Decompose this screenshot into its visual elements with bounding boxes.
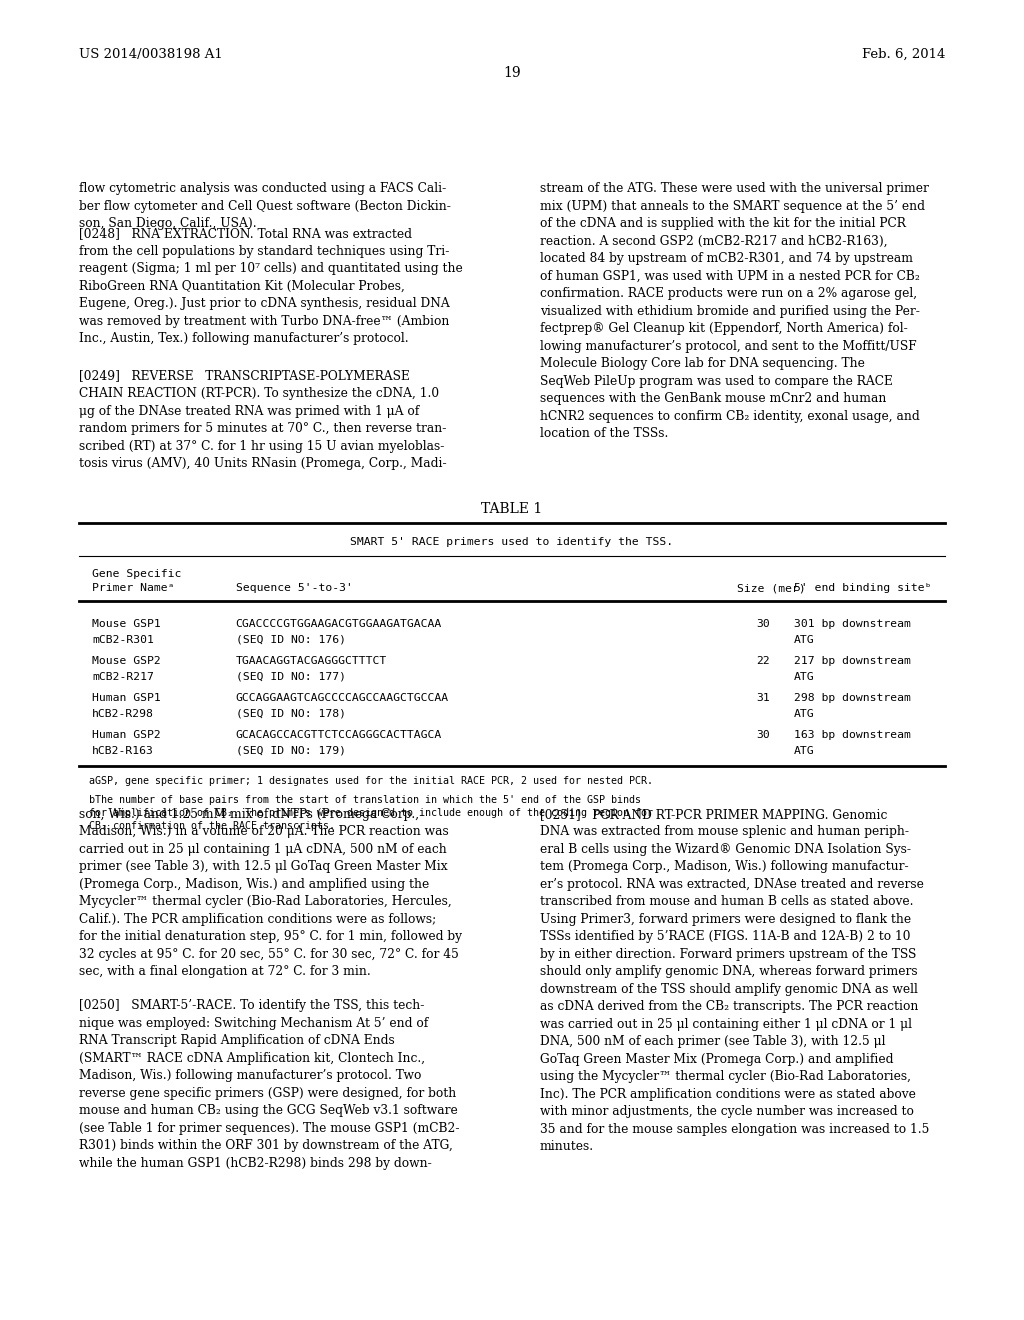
Text: mCB2-R217: mCB2-R217 [92, 672, 154, 682]
Text: 217 bp downstream: 217 bp downstream [794, 656, 910, 667]
Text: Primer Nameᵃ: Primer Nameᵃ [92, 583, 175, 594]
Text: 31: 31 [756, 693, 770, 704]
Text: Size (mer): Size (mer) [737, 583, 806, 594]
Text: bThe number of base pairs from the start of translation in which the 5' end of t: bThe number of base pairs from the start… [89, 795, 653, 832]
Text: GCCAGGAAGTCAGCCCCAGCCAAGCTGCCAA: GCCAGGAAGTCAGCCCCAGCCAAGCTGCCAA [236, 693, 449, 704]
Text: TGAACAGGTACGAGGGCTTTCT: TGAACAGGTACGAGGGCTTTCT [236, 656, 387, 667]
Text: 22: 22 [756, 656, 770, 667]
Text: Human GSP2: Human GSP2 [92, 730, 161, 741]
Text: 163 bp downstream: 163 bp downstream [794, 730, 910, 741]
Text: son, Wis.) and 1.25 mM mix of dNTPs (Promega Corp.,
Madison, Wis.) in a volume o: son, Wis.) and 1.25 mM mix of dNTPs (Pro… [79, 808, 462, 978]
Text: hCB2-R163: hCB2-R163 [92, 746, 154, 756]
Text: Mouse GSP2: Mouse GSP2 [92, 656, 161, 667]
Text: Feb. 6, 2014: Feb. 6, 2014 [862, 48, 945, 61]
Text: 5' end binding siteᵇ: 5' end binding siteᵇ [794, 583, 931, 594]
Text: ATG: ATG [794, 672, 814, 682]
Text: hCB2-R298: hCB2-R298 [92, 709, 154, 719]
Text: Human GSP1: Human GSP1 [92, 693, 161, 704]
Text: Mouse GSP1: Mouse GSP1 [92, 619, 161, 630]
Text: stream of the ATG. These were used with the universal primer
mix (UPM) that anne: stream of the ATG. These were used with … [540, 182, 929, 440]
Text: GCACAGCCACGTTCTCCAGGGCACTTAGCA: GCACAGCCACGTTCTCCAGGGCACTTAGCA [236, 730, 441, 741]
Text: (SEQ ID NO: 178): (SEQ ID NO: 178) [236, 709, 345, 719]
Text: (SEQ ID NO: 176): (SEQ ID NO: 176) [236, 635, 345, 645]
Text: [0250]   SMART-5’-RACE. To identify the TSS, this tech-
nique was employed: Swit: [0250] SMART-5’-RACE. To identify the TS… [79, 999, 460, 1170]
Text: 19: 19 [503, 66, 521, 81]
Text: ATG: ATG [794, 709, 814, 719]
Text: TABLE 1: TABLE 1 [481, 502, 543, 516]
Text: 30: 30 [756, 619, 770, 630]
Text: Sequence 5'-to-3': Sequence 5'-to-3' [236, 583, 352, 594]
Text: US 2014/0038198 A1: US 2014/0038198 A1 [79, 48, 222, 61]
Text: (SEQ ID NO: 177): (SEQ ID NO: 177) [236, 672, 345, 682]
Text: CGACCCCGTGGAAGACGTGGAAGATGACAA: CGACCCCGTGGAAGACGTGGAAGATGACAA [236, 619, 441, 630]
Text: ATG: ATG [794, 635, 814, 645]
Text: 298 bp downstream: 298 bp downstream [794, 693, 910, 704]
Text: [0251]   PCR AND RT-PCR PRIMER MAPPING. Genomic
DNA was extracted from mouse spl: [0251] PCR AND RT-PCR PRIMER MAPPING. Ge… [540, 808, 929, 1154]
Text: [0248]   RNA EXTRACTION. Total RNA was extracted
from the cell populations by st: [0248] RNA EXTRACTION. Total RNA was ext… [79, 227, 463, 345]
Text: 30: 30 [756, 730, 770, 741]
Text: 301 bp downstream: 301 bp downstream [794, 619, 910, 630]
Text: (SEQ ID NO: 179): (SEQ ID NO: 179) [236, 746, 345, 756]
Text: aGSP, gene specific primer; 1 designates used for the initial RACE PCR, 2 used f: aGSP, gene specific primer; 1 designates… [89, 776, 653, 787]
Text: flow cytometric analysis was conducted using a FACS Cali-
ber flow cytometer and: flow cytometric analysis was conducted u… [79, 182, 451, 230]
Text: SMART 5' RACE primers used to identify the TSS.: SMART 5' RACE primers used to identify t… [350, 537, 674, 548]
Text: [0249]   REVERSE   TRANSCRIPTASE-POLYMERASE
CHAIN REACTION (RT-PCR). To synthesi: [0249] REVERSE TRANSCRIPTASE-POLYMERASE … [79, 370, 446, 470]
Text: mCB2-R301: mCB2-R301 [92, 635, 154, 645]
Text: Gene Specific: Gene Specific [92, 569, 181, 579]
Text: ATG: ATG [794, 746, 814, 756]
